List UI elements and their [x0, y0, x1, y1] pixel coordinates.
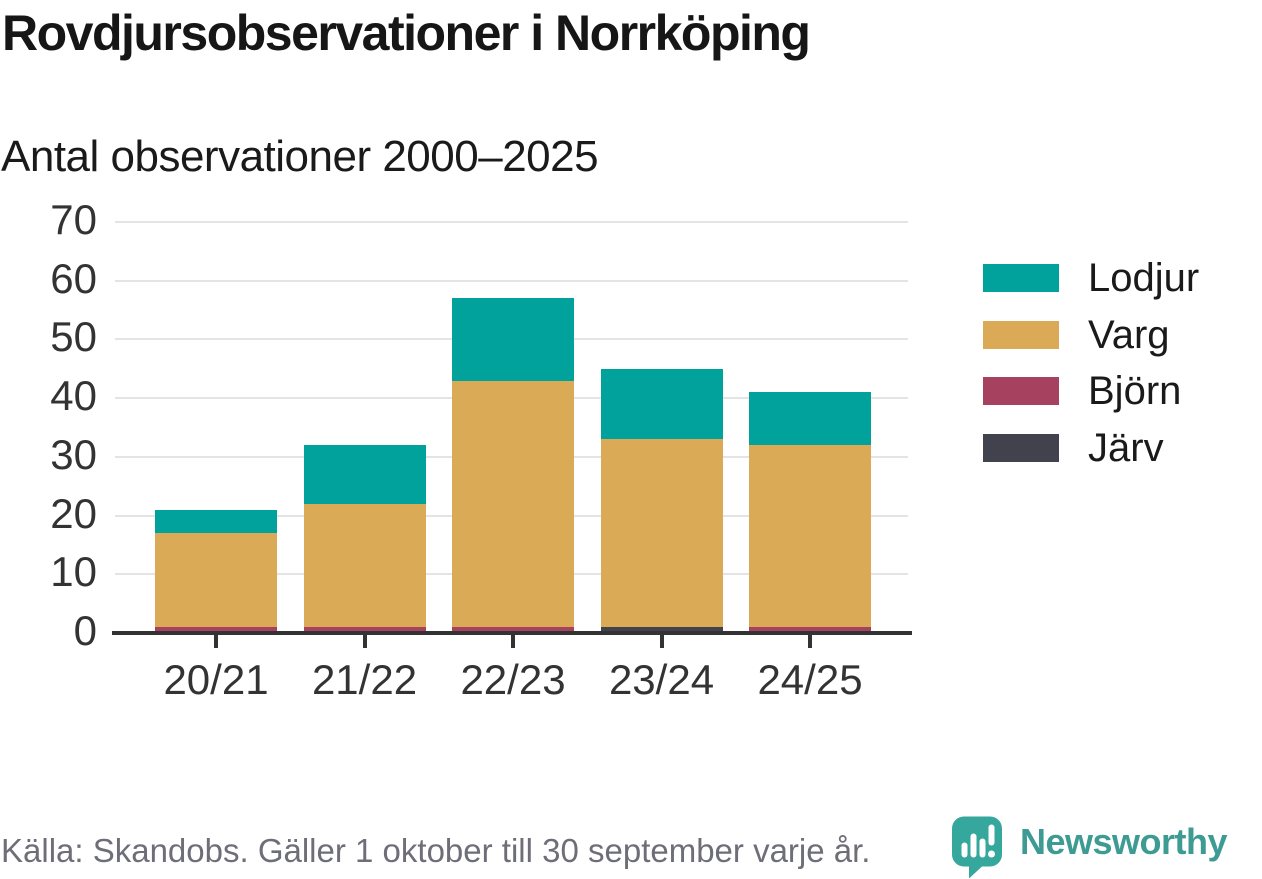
legend-label-varg: Varg	[1088, 312, 1170, 357]
y-tick-label: 50	[50, 313, 97, 361]
bar-segment-björn	[452, 627, 574, 633]
x-tick-mark	[511, 635, 515, 648]
y-tick-label: 60	[50, 254, 97, 302]
x-tick-label: 24/25	[757, 656, 863, 703]
legend-swatch-lodjur	[983, 264, 1059, 292]
legend-label-björn: Björn	[1088, 369, 1182, 413]
x-tick-mark	[362, 635, 367, 648]
bar-segment-lodjur	[749, 392, 871, 446]
legend-row-varg: Varg	[983, 315, 1199, 355]
x-axis-line	[112, 631, 912, 635]
x-tick-label: 22/23	[460, 656, 566, 703]
gridline-60	[115, 279, 908, 282]
bar-segment-björn	[303, 627, 426, 633]
chart-subtitle: Antal observationer 2000–2025	[1, 132, 599, 181]
y-tick-label: 40	[50, 372, 97, 420]
newsworthy-icon	[952, 816, 1002, 879]
bar-segment-lodjur	[452, 298, 574, 381]
bar-segment-lodjur	[303, 445, 426, 504]
bar-23-24	[600, 368, 723, 633]
x-tick-label: 23/24	[608, 656, 715, 703]
bar-segment-lodjur	[600, 368, 723, 440]
legend-swatch-varg	[983, 320, 1059, 349]
newsworthy-wordmark: Newsworthy	[1020, 821, 1228, 862]
legend-row-björn: Björn	[983, 371, 1199, 411]
x-tick-mark	[808, 635, 812, 648]
bar-segment-lodjur	[155, 509, 277, 534]
plot-area	[115, 221, 908, 633]
source-note: Källa: Skandobs. Gäller 1 oktober till 3…	[1, 832, 871, 869]
gridline-70	[115, 221, 908, 223]
bar-segment-björn	[749, 627, 871, 633]
bar-22-23	[452, 298, 574, 633]
bar-segment-varg	[452, 380, 574, 628]
y-tick-label: 30	[50, 430, 97, 478]
legend: Lodjur Varg Björn Järv	[983, 258, 1199, 490]
legend-row-järv: Järv	[983, 428, 1199, 468]
legend-swatch-järv	[983, 433, 1059, 462]
bar-segment-varg	[600, 439, 723, 628]
bar-24-25	[749, 392, 871, 633]
y-tick-label: 10	[50, 548, 97, 596]
bar-segment-järv	[600, 627, 723, 633]
x-tick-mark	[214, 635, 218, 648]
chart-title: Rovdjursobservationer i Norrköping	[2, 5, 811, 61]
bar-20-21	[155, 509, 277, 633]
x-tick-label: 20/21	[163, 656, 269, 703]
y-tick-label: 20	[50, 489, 97, 537]
legend-row-lodjur: Lodjur	[983, 258, 1199, 298]
bar-segment-varg	[749, 445, 871, 628]
legend-label-lodjur: Lodjur	[1088, 256, 1200, 300]
y-tick-label: 0	[73, 607, 97, 654]
x-tick-label: 21/22	[311, 656, 418, 703]
y-tick-label: 70	[50, 196, 97, 243]
x-tick-mark	[659, 635, 664, 648]
bar-segment-varg	[303, 503, 426, 628]
bar-segment-varg	[155, 533, 277, 628]
newsworthy-logo: Newsworthy	[952, 816, 1228, 879]
bar-21-22	[303, 445, 426, 633]
bar-segment-björn	[155, 627, 277, 633]
legend-swatch-björn	[983, 377, 1059, 405]
legend-label-järv: Järv	[1088, 425, 1164, 470]
